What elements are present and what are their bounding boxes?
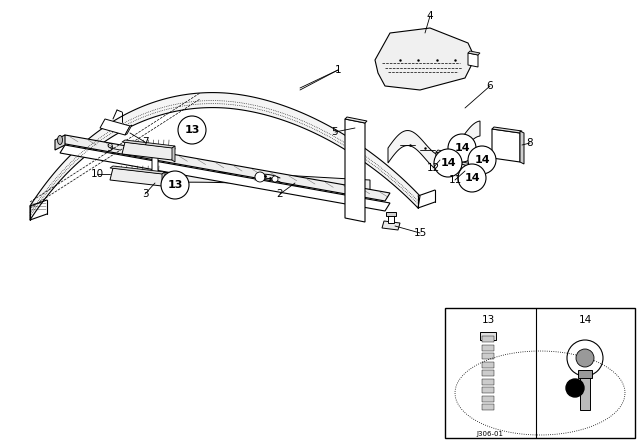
Text: 14: 14 (440, 158, 456, 168)
Polygon shape (155, 172, 370, 190)
Polygon shape (578, 370, 592, 378)
Polygon shape (382, 221, 400, 230)
Circle shape (161, 171, 189, 199)
Polygon shape (482, 362, 494, 367)
Polygon shape (482, 387, 494, 393)
Polygon shape (110, 168, 165, 186)
Text: 12: 12 (426, 163, 440, 173)
Circle shape (434, 149, 462, 177)
Text: 14: 14 (579, 315, 591, 325)
Text: 13: 13 (184, 125, 200, 135)
Circle shape (255, 172, 265, 182)
Polygon shape (122, 142, 175, 160)
Polygon shape (436, 152, 444, 166)
Polygon shape (520, 131, 524, 164)
Polygon shape (482, 345, 494, 350)
Polygon shape (388, 121, 480, 171)
Text: 13: 13 (481, 315, 495, 325)
Polygon shape (375, 28, 475, 90)
Polygon shape (482, 370, 494, 376)
Polygon shape (468, 51, 480, 55)
Polygon shape (125, 125, 132, 135)
Text: 14: 14 (464, 173, 480, 183)
Polygon shape (55, 135, 65, 150)
Text: 4: 4 (427, 11, 433, 21)
Polygon shape (482, 396, 494, 401)
Text: 9: 9 (107, 143, 113, 153)
Text: J306-01: J306-01 (477, 431, 504, 437)
Polygon shape (482, 379, 494, 384)
Polygon shape (60, 135, 390, 201)
Text: 10: 10 (90, 169, 104, 179)
Circle shape (458, 164, 486, 192)
Polygon shape (580, 376, 590, 410)
Circle shape (566, 379, 584, 397)
Polygon shape (60, 145, 390, 211)
Polygon shape (122, 140, 175, 148)
Text: 13: 13 (167, 180, 182, 190)
Text: 8: 8 (527, 138, 533, 148)
Text: 14: 14 (454, 143, 470, 153)
Polygon shape (345, 117, 367, 123)
Text: 14: 14 (474, 155, 490, 165)
Circle shape (468, 146, 496, 174)
Circle shape (576, 349, 594, 367)
Text: 3: 3 (141, 189, 148, 199)
Bar (445, 308, 635, 438)
Polygon shape (152, 148, 158, 185)
Polygon shape (461, 162, 471, 166)
Ellipse shape (58, 135, 63, 145)
Polygon shape (492, 129, 520, 162)
Text: 2: 2 (276, 189, 284, 199)
Polygon shape (345, 119, 365, 222)
Text: 5: 5 (332, 127, 339, 137)
Polygon shape (468, 53, 478, 67)
Text: 7: 7 (141, 137, 148, 147)
Polygon shape (461, 164, 469, 178)
Polygon shape (436, 150, 446, 154)
Polygon shape (110, 166, 165, 174)
Circle shape (448, 134, 476, 162)
Polygon shape (482, 336, 494, 342)
Polygon shape (480, 332, 496, 340)
Polygon shape (386, 212, 396, 216)
Circle shape (272, 176, 278, 182)
Text: 1: 1 (335, 65, 341, 75)
Text: 11: 11 (449, 175, 461, 185)
Polygon shape (100, 119, 130, 135)
Polygon shape (482, 404, 494, 410)
Circle shape (567, 340, 603, 376)
Polygon shape (172, 146, 175, 162)
Text: 6: 6 (486, 81, 493, 91)
Polygon shape (162, 172, 165, 188)
Polygon shape (492, 127, 522, 133)
Polygon shape (482, 353, 494, 359)
Text: 15: 15 (413, 228, 427, 238)
Polygon shape (388, 216, 394, 223)
Polygon shape (30, 93, 420, 220)
Circle shape (178, 116, 206, 144)
